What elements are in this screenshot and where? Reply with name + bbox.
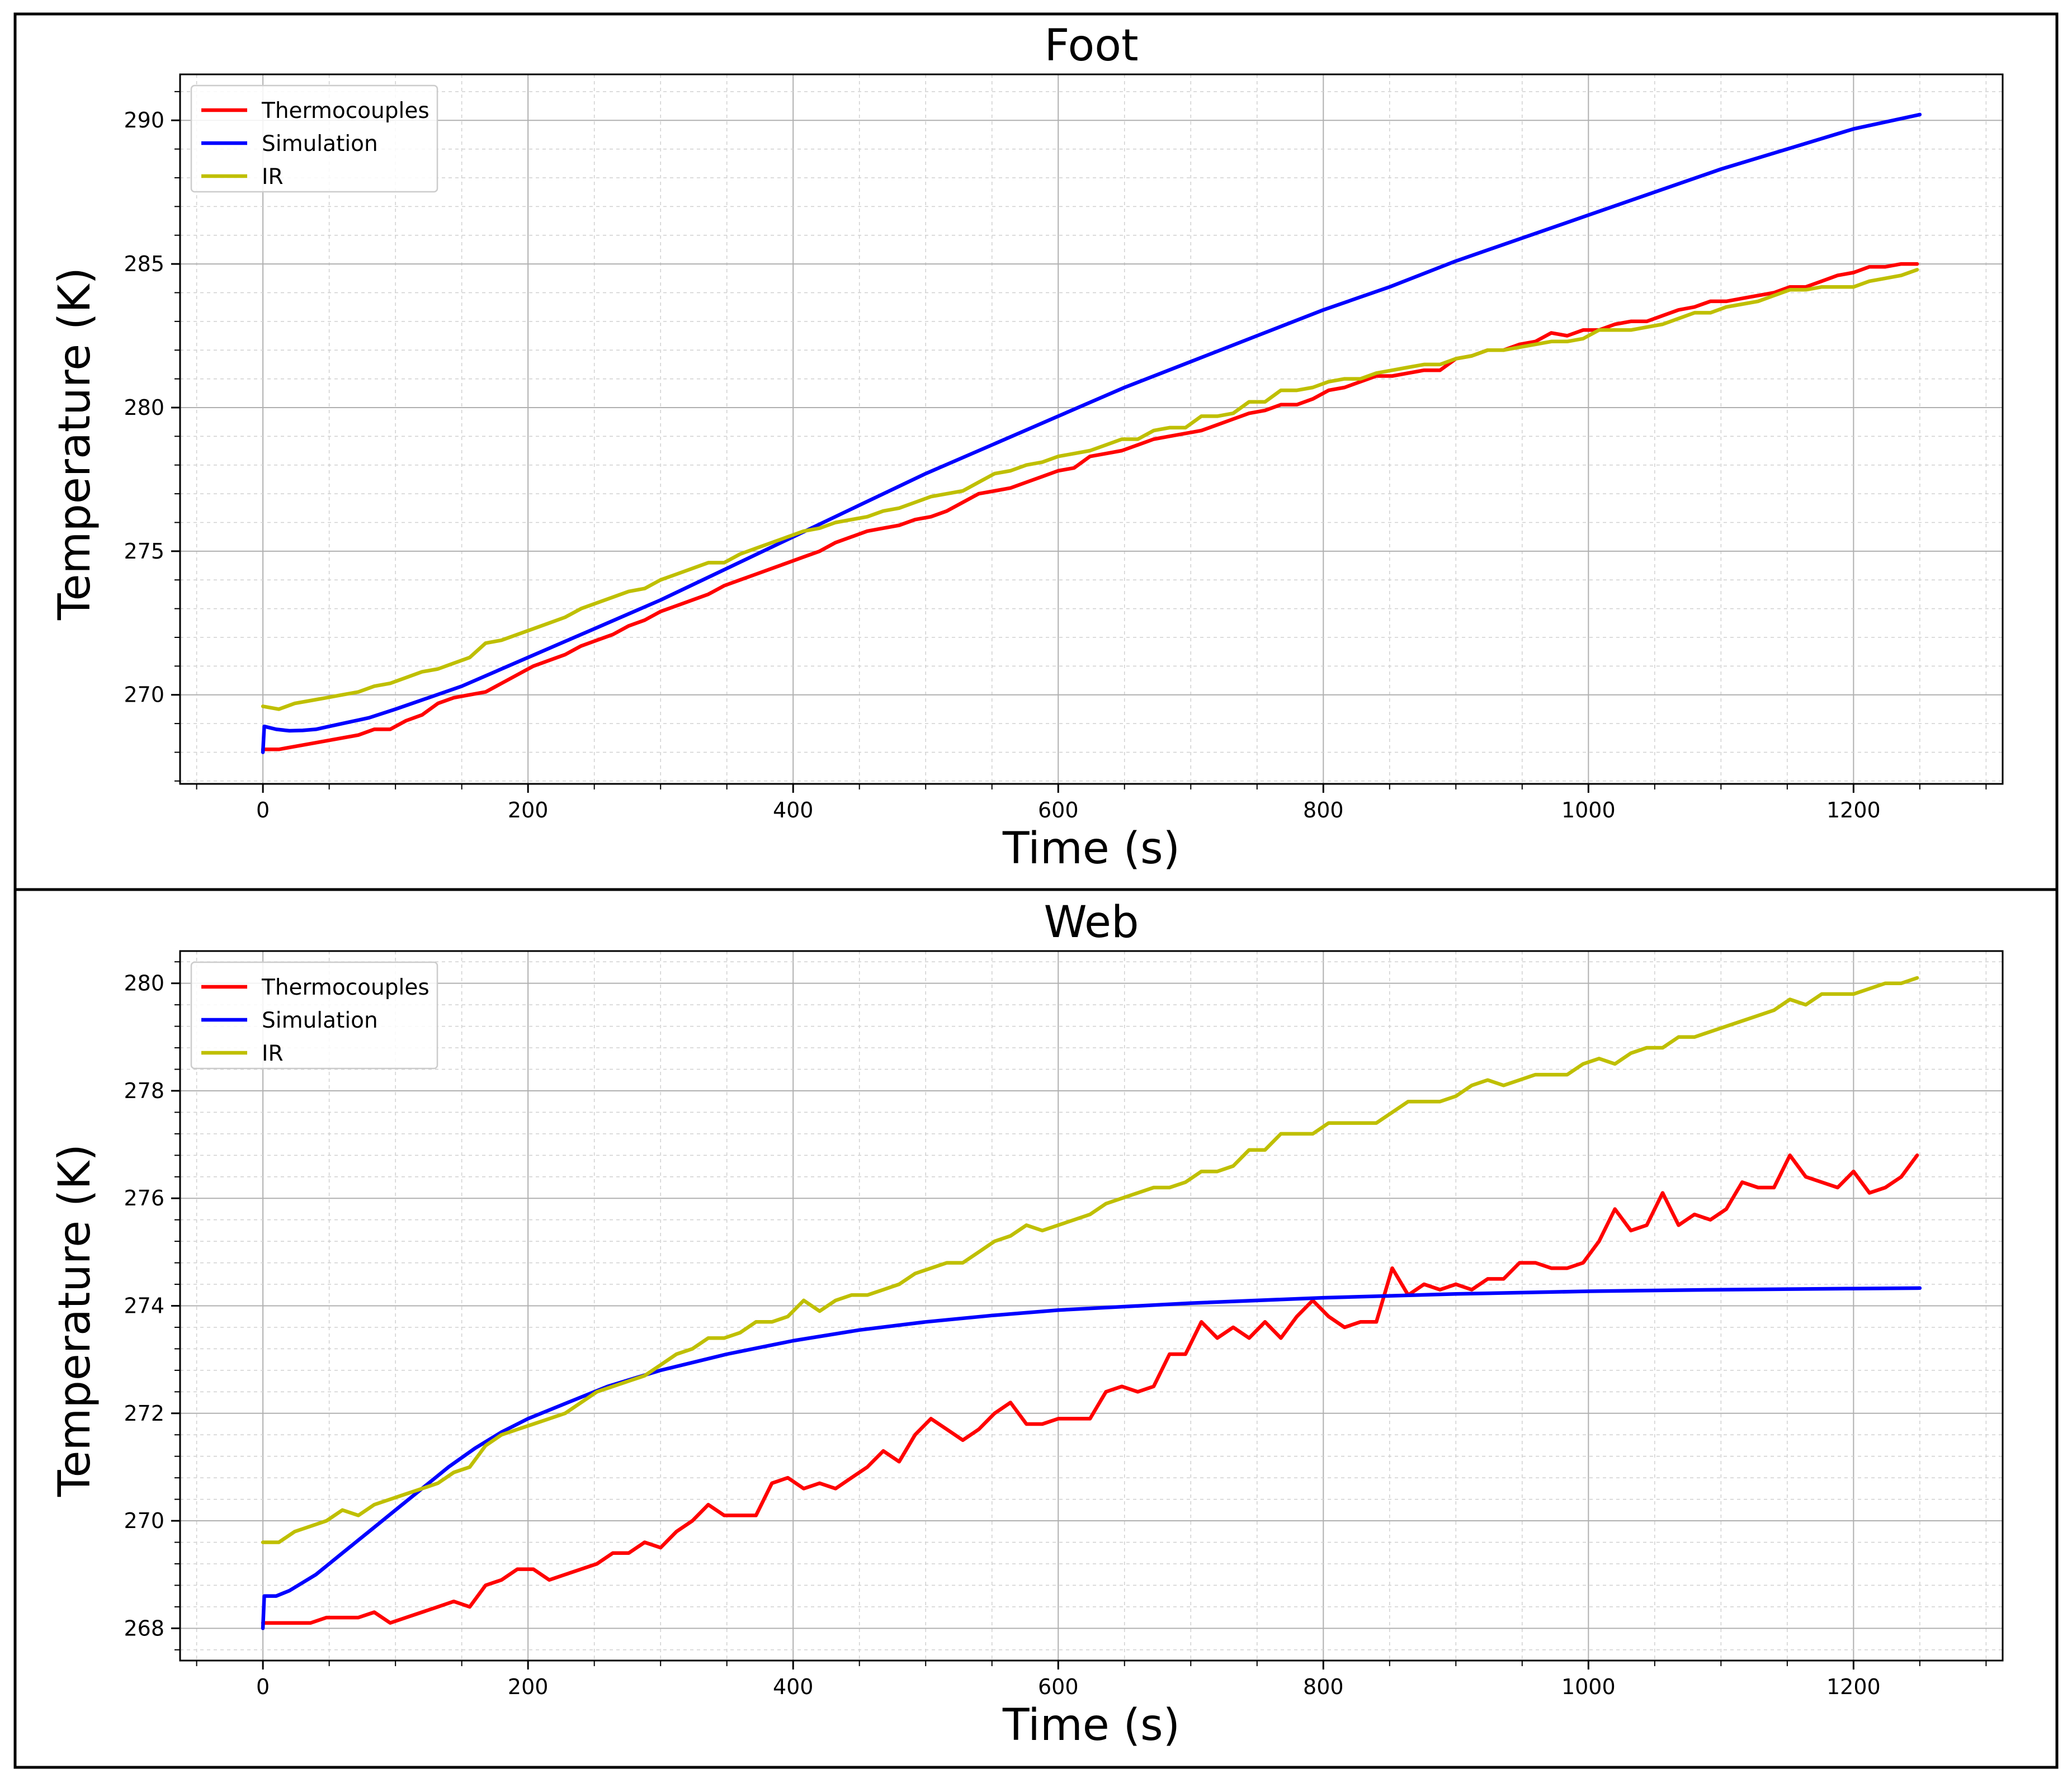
foot-chart: 0 200 400 600 800 1000 1200 270 275 280 285 290 Foo…	[50, 21, 2004, 874]
foot-x-tick-label: 800	[1303, 798, 1344, 822]
foot-x-tick-label: 400	[773, 798, 814, 822]
web-legend-label-ir: IR	[262, 1041, 284, 1066]
web-legend-label-simulation: Simulation	[262, 1008, 378, 1033]
foot-ticks: 0 200 400 600 800 1000 1200 270 275 280 285 290	[124, 91, 1987, 822]
web-y-tick-label: 276	[124, 1186, 164, 1210]
foot-legend-label-simulation: Simulation	[262, 131, 378, 157]
web-y-tick-label: 270	[124, 1508, 164, 1533]
foot-y-tick-label: 270	[124, 683, 164, 707]
web-series-thermocouples	[261, 1153, 1919, 1625]
foot-x-tick-label: 0	[256, 798, 270, 822]
web-chart-title: Web	[1044, 897, 1139, 948]
web-legend: Thermocouples Simulation IR	[190, 961, 438, 1070]
web-ticks: 0 200 400 600 800 1000 1200 268 270 272 274 276 278 2…	[124, 961, 1987, 1699]
foot-y-tick-label: 285	[124, 252, 164, 276]
web-x-tick-label: 1000	[1561, 1675, 1616, 1699]
web-x-tick-label: 1200	[1826, 1675, 1881, 1699]
foot-y-tick-label: 280	[124, 395, 164, 420]
foot-series	[261, 112, 1922, 754]
web-chart: 0 200 400 600 800 1000 1200 268 270 272 274 276 278 2…	[50, 897, 2004, 1751]
web-y-tick-label: 268	[124, 1616, 164, 1640]
web-x-tick-label: 200	[508, 1675, 549, 1699]
web-x-tick-label: 600	[1038, 1675, 1079, 1699]
web-grid	[180, 951, 2003, 1661]
foot-legend: Thermocouples Simulation IR	[190, 84, 438, 193]
web-x-axis-label: Time (s)	[1002, 1700, 1180, 1751]
foot-x-axis-label: Time (s)	[1002, 824, 1180, 874]
web-series	[261, 976, 1922, 1630]
foot-x-tick-label: 200	[508, 798, 549, 822]
foot-legend-label-thermocouples: Thermocouples	[261, 98, 429, 124]
foot-y-axis-label: Temperature (K)	[50, 267, 100, 621]
foot-series-thermocouples	[261, 262, 1919, 751]
foot-y-tick-label: 275	[124, 539, 164, 564]
foot-legend-box	[190, 84, 438, 193]
foot-series-ir	[261, 268, 1919, 711]
web-x-tick-label: 400	[773, 1675, 814, 1699]
foot-y-tick-label: 290	[124, 108, 164, 133]
web-y-tick-label: 272	[124, 1401, 164, 1426]
foot-grid	[180, 74, 2003, 784]
web-y-tick-label: 280	[124, 971, 164, 996]
web-x-tick-label: 0	[256, 1675, 270, 1699]
foot-x-tick-label: 1000	[1561, 798, 1616, 822]
web-series-ir	[261, 976, 1919, 1544]
web-x-tick-label: 800	[1303, 1675, 1344, 1699]
foot-chart-title: Foot	[1044, 21, 1138, 71]
foot-plot-area	[179, 73, 2004, 785]
web-y-axis-label: Temperature (K)	[50, 1144, 100, 1497]
web-series-simulation	[261, 1286, 1922, 1630]
web-y-tick-label: 278	[124, 1079, 164, 1103]
web-legend-label-thermocouples: Thermocouples	[261, 975, 429, 1000]
web-y-tick-label: 274	[124, 1294, 164, 1318]
foot-x-tick-label: 600	[1038, 798, 1079, 822]
foot-x-tick-label: 1200	[1826, 798, 1881, 822]
web-legend-box	[190, 961, 438, 1070]
foot-series-simulation	[261, 112, 1922, 754]
foot-legend-label-ir: IR	[262, 164, 284, 190]
